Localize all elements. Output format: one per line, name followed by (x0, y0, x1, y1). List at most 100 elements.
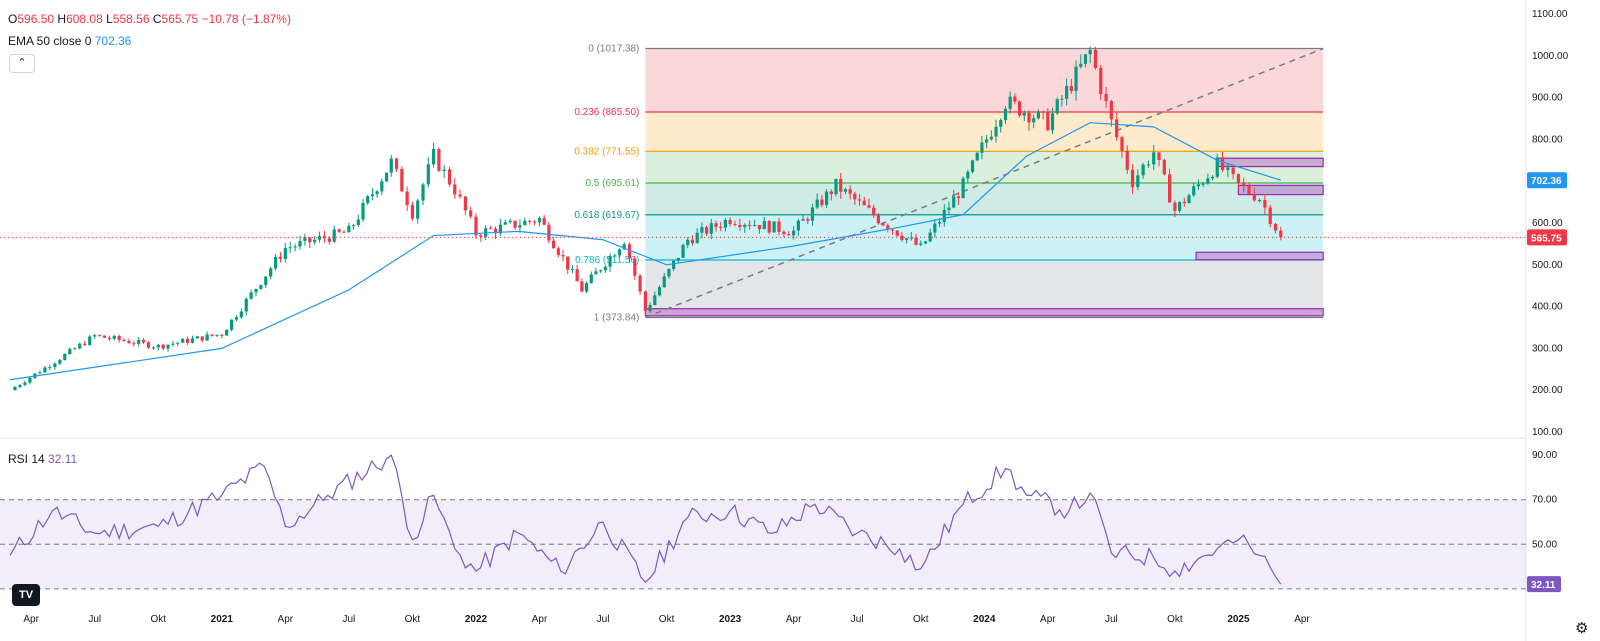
candle-body (681, 245, 685, 258)
candle-body (723, 220, 728, 228)
candle-body (1065, 86, 1069, 99)
candle (767, 219, 771, 235)
candle-body (1247, 185, 1251, 194)
rsi-legend[interactable]: RSI 14 32.11 (8, 452, 77, 466)
candle (375, 190, 379, 198)
candle (1168, 168, 1172, 203)
candle-body (738, 224, 742, 228)
candle (48, 364, 52, 371)
candle-body (1069, 86, 1073, 92)
fib-band (645, 259, 1324, 318)
candle (608, 253, 612, 272)
candle-body (1099, 67, 1103, 95)
candle-body (220, 334, 224, 336)
candle-body (999, 120, 1003, 127)
candle (1003, 105, 1008, 125)
candle (337, 228, 341, 234)
candle-body (1032, 118, 1036, 123)
candle (1146, 160, 1151, 168)
candle (599, 269, 603, 274)
candle (748, 220, 752, 230)
candle (909, 232, 913, 241)
fib-level-label: 0.236 (865.50) (574, 107, 639, 118)
candle (229, 319, 234, 332)
candle-body (709, 223, 713, 234)
candle (829, 189, 833, 201)
candle (834, 178, 838, 197)
candle-body (1215, 157, 1219, 177)
candle-body (853, 193, 857, 200)
chevron-up-icon[interactable]: ⌃ (9, 54, 35, 73)
candle-body (627, 244, 632, 259)
candle-body (288, 247, 292, 249)
candle (966, 169, 970, 184)
candle (1173, 200, 1177, 218)
candle (146, 341, 151, 349)
time-tick-label: Apr (1294, 614, 1310, 625)
candle (28, 377, 32, 385)
candle-body (980, 142, 984, 153)
candle (380, 178, 384, 196)
candle (1046, 108, 1050, 132)
candle-body (1210, 176, 1215, 179)
candle-body (714, 223, 718, 227)
candle (862, 196, 866, 206)
candle-body (53, 363, 57, 368)
candle (994, 119, 998, 143)
last-price-badge-text: 565.75 (1531, 233, 1562, 244)
candle-body (151, 347, 155, 349)
candle-body (657, 287, 662, 296)
gear-icon[interactable]: ⚙ (1575, 620, 1589, 637)
candle-body (801, 219, 805, 221)
candle (1125, 145, 1129, 174)
candle (970, 159, 975, 174)
open-label: O (8, 12, 18, 26)
candle-body (43, 367, 47, 373)
candle-body (952, 196, 956, 208)
candle (528, 219, 532, 225)
candle (839, 172, 843, 199)
candle (1017, 100, 1022, 118)
candle-body (195, 336, 199, 339)
candle-body (1242, 182, 1246, 186)
candle-body (1173, 202, 1177, 211)
candle (975, 151, 979, 162)
candle-body (1146, 164, 1151, 166)
candle-body (956, 196, 960, 199)
candle (1055, 97, 1059, 116)
candle (676, 257, 680, 264)
candle (394, 157, 399, 172)
candle-body (1120, 137, 1124, 151)
candle-body (876, 215, 880, 224)
ema-legend[interactable]: EMA 50 close 0 702.36 (8, 34, 131, 48)
fib-level-label: 0 (1017.38) (588, 44, 639, 55)
candle-body (528, 220, 532, 222)
candle (895, 230, 899, 237)
candle (1231, 166, 1235, 180)
candle-body (923, 241, 928, 244)
candle-body (1104, 94, 1108, 102)
candle (1210, 175, 1215, 181)
tradingview-logo-icon[interactable]: TV (12, 584, 40, 606)
candle-body (937, 222, 942, 224)
candle (185, 336, 190, 346)
candle-body (556, 248, 560, 256)
candle-body (653, 295, 657, 305)
candle-body (356, 219, 360, 226)
candle (332, 225, 336, 243)
candle-body (1013, 96, 1017, 102)
candle-body (394, 158, 399, 169)
candle-body (137, 340, 141, 344)
candle (653, 291, 657, 306)
candle-body (215, 334, 219, 336)
candle (999, 118, 1003, 133)
candle-body (599, 270, 603, 272)
candle-body (895, 230, 899, 236)
candle-body (594, 271, 598, 275)
candle (298, 235, 302, 250)
candle (513, 220, 517, 230)
candle-body (303, 237, 307, 241)
candle (556, 246, 560, 258)
rsi-value: 32.11 (48, 452, 78, 466)
